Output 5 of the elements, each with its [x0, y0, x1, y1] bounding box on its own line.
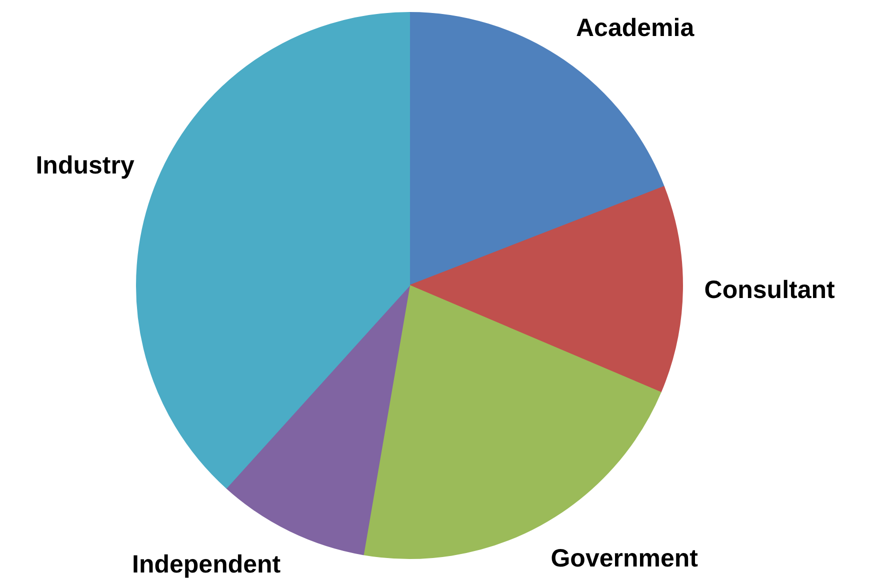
slice-label: Government [550, 544, 699, 572]
slice-label: Academia [576, 14, 696, 42]
slice-label: Consultant [704, 276, 836, 304]
slice-label: Industry [36, 152, 134, 180]
slice-label: Independent [132, 550, 282, 579]
